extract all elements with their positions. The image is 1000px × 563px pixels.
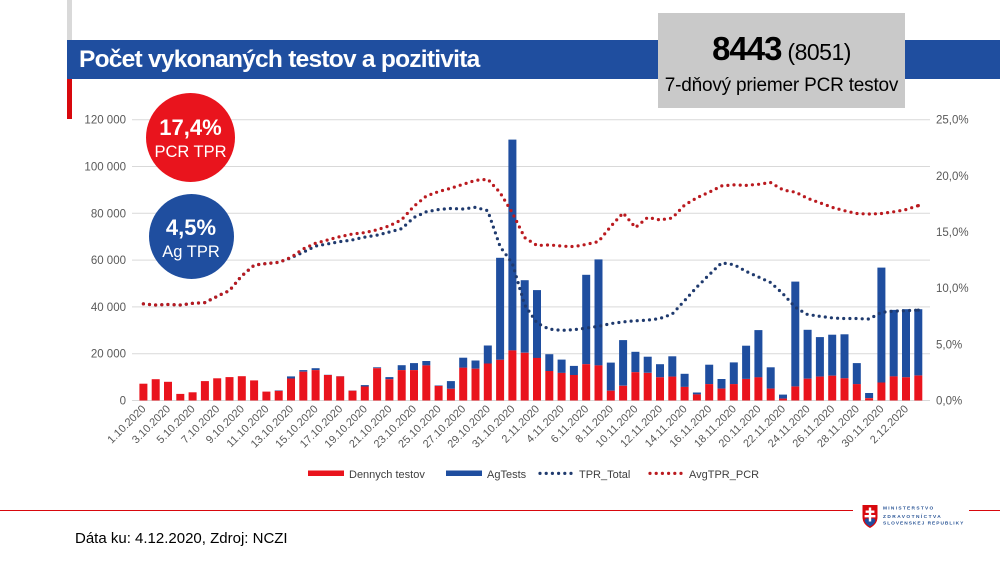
svg-text:120 000: 120 000 xyxy=(84,115,126,127)
svg-text:AgTests: AgTests xyxy=(487,469,527,481)
svg-text:100 000: 100 000 xyxy=(84,162,126,174)
svg-text:SLOVENSKEJ REPUBLIKY: SLOVENSKEJ REPUBLIKY xyxy=(883,521,964,527)
svg-text:80 000: 80 000 xyxy=(91,208,126,220)
svg-text:ZDRAVOTNÍCTVA: ZDRAVOTNÍCTVA xyxy=(883,512,942,520)
svg-text:5,0%: 5,0% xyxy=(936,339,962,351)
svg-text:15,0%: 15,0% xyxy=(936,227,969,239)
svg-text:Dennych testov: Dennych testov xyxy=(349,469,425,481)
svg-text:0: 0 xyxy=(120,396,126,408)
svg-text:MINISTERSTVO: MINISTERSTVO xyxy=(883,506,935,512)
svg-text:AvgTPR_PCR: AvgTPR_PCR xyxy=(689,469,759,481)
svg-text:60 000: 60 000 xyxy=(91,255,126,267)
svg-text:25,0%: 25,0% xyxy=(936,115,969,127)
svg-text:20 000: 20 000 xyxy=(91,349,126,361)
svg-text:0,0%: 0,0% xyxy=(936,396,962,408)
svg-text:10,0%: 10,0% xyxy=(936,283,969,295)
svg-text:40 000: 40 000 xyxy=(91,302,126,314)
svg-text:20,0%: 20,0% xyxy=(936,171,969,183)
svg-text:TPR_Total: TPR_Total xyxy=(579,469,630,481)
